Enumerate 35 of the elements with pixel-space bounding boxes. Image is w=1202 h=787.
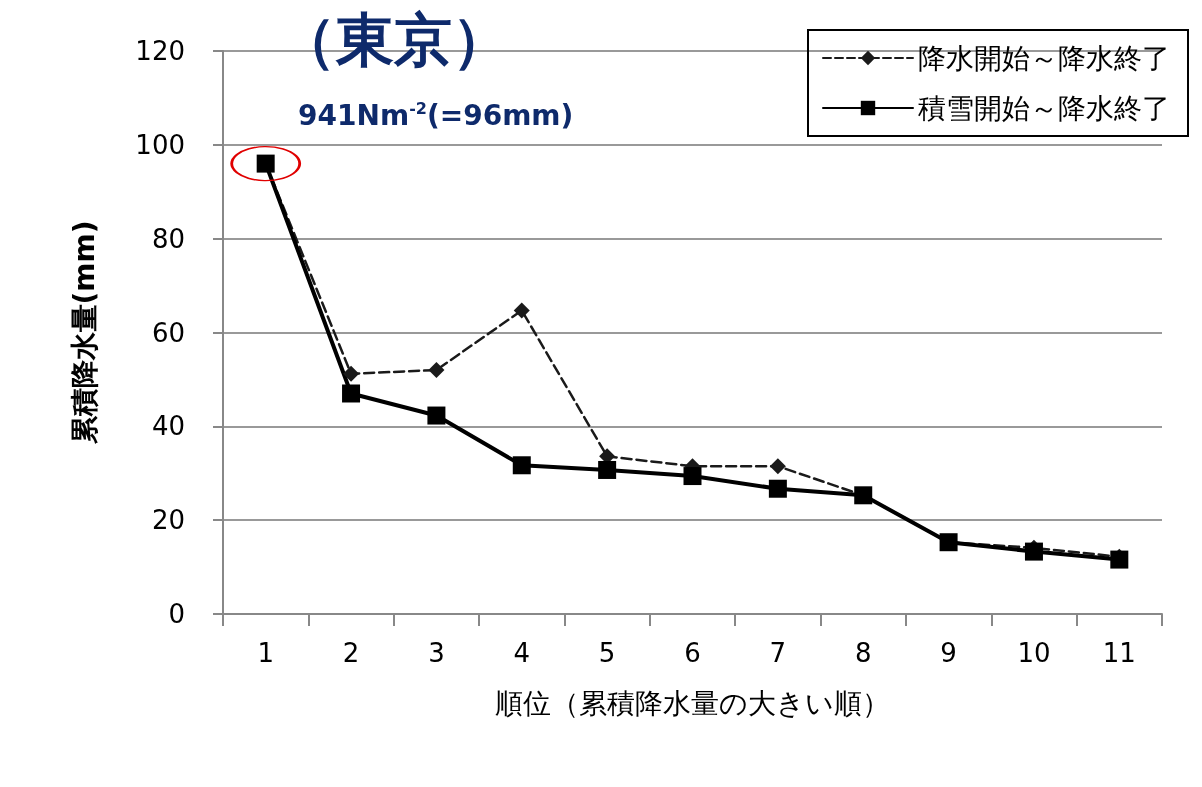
point <box>768 479 787 498</box>
x-axis-title: 順位（累積降水量の大きい順） <box>495 686 890 720</box>
y-tick-label: 80 <box>151 223 185 254</box>
point <box>512 456 531 475</box>
legend-label: 積雪開始～降水終了 <box>918 91 1170 125</box>
y-axis-title: 累積降水量(mm) <box>67 220 101 446</box>
point <box>1110 550 1129 569</box>
point <box>342 384 361 403</box>
point <box>513 302 530 319</box>
point <box>427 406 446 425</box>
x-tick-label: 10 <box>1017 638 1051 668</box>
x-tick-label: 8 <box>854 638 872 668</box>
point <box>598 460 617 479</box>
y-tick-label: 100 <box>135 129 185 160</box>
y-tick-label: 0 <box>168 599 185 629</box>
x-tick-label: 11 <box>1102 638 1136 668</box>
x-tick-label: 6 <box>684 638 701 668</box>
point <box>343 365 360 382</box>
x-tick-label: 3 <box>428 638 445 668</box>
y-tick-label: 60 <box>151 317 185 348</box>
y-tick-label: 20 <box>151 505 185 536</box>
point <box>769 458 786 475</box>
x-tick-label: 4 <box>513 638 531 668</box>
x-tick-label: 1 <box>257 638 274 668</box>
point <box>1024 542 1043 561</box>
point <box>428 362 445 379</box>
x-tick-label: 7 <box>769 638 787 668</box>
x-tick-label: 5 <box>598 638 616 668</box>
x-tick-label: 2 <box>342 638 360 668</box>
legend-label: 降水開始～降水終了 <box>918 41 1170 75</box>
point <box>683 467 702 486</box>
chart-title: （東京） <box>278 5 510 76</box>
y-tick-label: 40 <box>151 411 185 442</box>
y-tick-label: 120 <box>135 36 185 66</box>
x-tick-label: 9 <box>940 638 957 668</box>
